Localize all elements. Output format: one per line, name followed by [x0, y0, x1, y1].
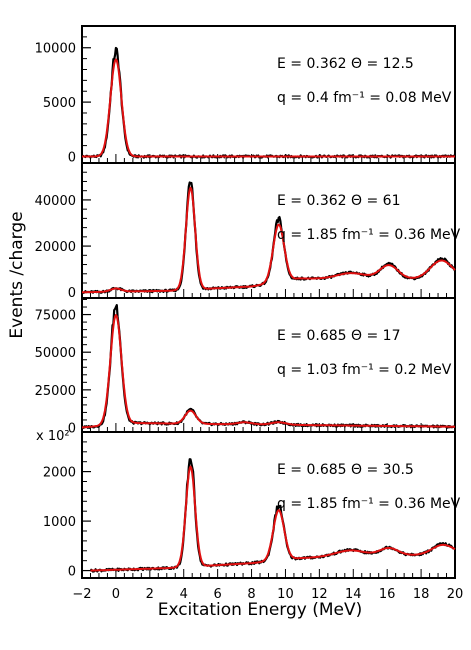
- panel-annotation-line2: q = 0.4 fm⁻¹ = 0.08 MeV: [277, 90, 452, 106]
- x-tick-label: 16: [379, 587, 396, 602]
- y-tick-label: 0: [68, 286, 76, 301]
- y-axis-multiplier: x 10²: [36, 429, 70, 444]
- panel-annotation-line2: q = 1.85 fm⁻¹ = 0.36 MeV: [277, 496, 461, 512]
- x-tick-label: 8: [247, 587, 255, 602]
- x-tick-label: 14: [345, 587, 362, 602]
- y-tick-label: 0: [68, 421, 76, 436]
- y-axis-title: Events /charge: [7, 211, 27, 338]
- series-fit-line: [90, 465, 456, 572]
- x-tick-label: 20: [447, 587, 464, 602]
- x-tick-label: 4: [180, 587, 188, 602]
- y-tick-label: 50000: [35, 346, 76, 361]
- y-tick-label: 40000: [35, 194, 76, 209]
- y-tick-label: 0: [68, 565, 76, 580]
- y-tick-label: 2000: [43, 466, 76, 481]
- y-tick-label: 10000: [35, 42, 76, 57]
- panel-annotation-line2: q = 1.03 fm⁻¹ = 0.2 MeV: [277, 362, 452, 378]
- panel-annotation-line1: E = 0.685 Θ = 17: [277, 328, 400, 344]
- panel-annotation-line1: E = 0.362 Θ = 61: [277, 193, 400, 209]
- x-tick-label: 12: [311, 587, 328, 602]
- y-tick-label: 20000: [35, 240, 76, 255]
- panel-3: 0 25000 50000 75000 E = 0.685 Θ = 17 q = 1.03…: [35, 297, 456, 436]
- x-axis-title: Excitation Energy (MeV): [158, 600, 363, 620]
- x-tick-label: 10: [277, 587, 294, 602]
- y-tick-label: 25000: [35, 384, 76, 399]
- panel-annotation-line1: E = 0.685 Θ = 30.5: [277, 462, 414, 478]
- x-tick-label: 0: [112, 587, 120, 602]
- panel-annotation-line1: E = 0.362 Θ = 12.5: [277, 56, 414, 72]
- y-tick-label: 0: [68, 150, 76, 165]
- panel-2: 0 20000 40000 E = 0.362 Θ = 61 q = 1.85 fm⁻¹…: [35, 162, 461, 301]
- y-tick-label: 1000: [43, 515, 76, 530]
- panel-4: 0 1000 2000 x 10² E = 0.685 Θ = 30.5 q = 1.85…: [36, 429, 461, 580]
- panel-annotation-line2: q = 1.85 fm⁻¹ = 0.36 MeV: [277, 227, 461, 243]
- x-axis: −2 0 2 4 6 8 10 12 14 16 18 20: [72, 587, 463, 602]
- x-tick-label: 18: [413, 587, 430, 602]
- series-fit-line: [81, 314, 456, 429]
- x-tick-label: 6: [213, 587, 221, 602]
- y-tick-label: 5000: [43, 96, 76, 111]
- y-tick-label: 75000: [35, 309, 76, 324]
- series-fit-line: [81, 58, 456, 158]
- x-tick-label: 2: [146, 587, 154, 602]
- panel-1: 0 5000 10000 E = 0.362 Θ = 12.5 q = 0.4 fm⁻¹…: [35, 25, 456, 165]
- series-fit-line: [81, 186, 456, 294]
- x-tick-label: −2: [72, 587, 91, 602]
